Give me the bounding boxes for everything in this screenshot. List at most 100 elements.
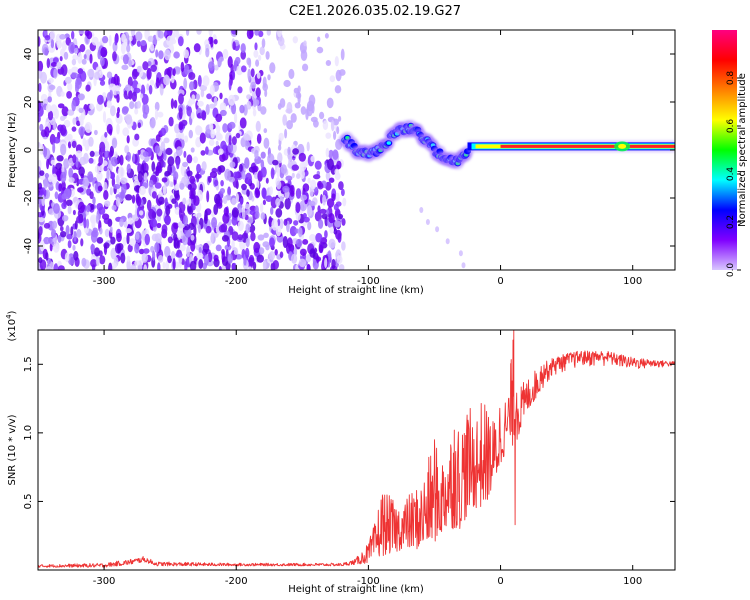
noise-cell	[66, 91, 72, 99]
noise-cell	[79, 117, 84, 126]
noise-cell	[151, 233, 159, 242]
noise-cell	[131, 194, 136, 204]
noise-cell	[78, 107, 84, 114]
noise-cell	[80, 238, 84, 247]
noise-cell	[156, 222, 162, 229]
noise-cell	[218, 266, 222, 270]
noise-cell	[90, 204, 95, 210]
noise-cell	[103, 217, 111, 225]
noise-cell	[213, 96, 218, 107]
noise-cell	[214, 179, 219, 187]
noise-cell	[98, 155, 103, 166]
noise-cell	[99, 80, 106, 86]
noise-cell	[338, 115, 342, 122]
noise-cell	[324, 33, 329, 39]
noise-cell	[254, 205, 259, 215]
noise-cell	[88, 136, 94, 147]
noise-cell	[341, 188, 345, 197]
noise-cell	[183, 215, 189, 227]
spectrogram-heatmap	[38, 30, 675, 270]
noise-cell	[208, 30, 213, 37]
noise-cell	[183, 150, 187, 158]
noise-cell	[317, 36, 321, 42]
noise-cell	[57, 103, 65, 109]
noise-cell	[195, 125, 202, 136]
noise-cell	[215, 113, 223, 123]
noise-cell	[131, 80, 139, 90]
y-tick-label: 0.5	[23, 493, 34, 509]
noise-cell	[154, 182, 162, 189]
snr-panel: -300 -200 -100 0 100 0.5 1.0 1.5 Height of str…	[5, 310, 676, 595]
noise-cell	[247, 216, 254, 224]
colorbar-ramp	[712, 30, 737, 270]
noise-cell	[157, 262, 161, 270]
noise-cell	[139, 93, 144, 99]
noise-cell	[220, 180, 224, 187]
noise-cell	[261, 187, 267, 199]
noise-cell	[71, 140, 77, 149]
noise-cell	[63, 158, 70, 170]
noise-cell	[209, 84, 215, 96]
noise-cell	[161, 224, 168, 234]
noise-cell	[265, 177, 269, 184]
noise-cell	[134, 133, 140, 141]
noise-cell	[129, 101, 135, 110]
noise-cell	[92, 196, 96, 205]
noise-cell	[109, 226, 113, 233]
noise-cell	[290, 113, 297, 123]
noise-cell	[258, 30, 264, 38]
snr-frame	[37, 329, 676, 571]
noise-cell	[44, 172, 50, 179]
noise-cell	[84, 30, 90, 37]
noise-cell	[278, 132, 284, 142]
noise-cell	[141, 93, 149, 105]
noise-cell	[340, 48, 345, 61]
noise-cell	[337, 213, 344, 220]
noise-cell	[164, 197, 168, 208]
noise-cell	[285, 108, 293, 114]
noise-cell	[128, 90, 133, 100]
noise-cell	[190, 147, 195, 153]
noise-cell	[155, 166, 160, 177]
noise-cell	[182, 197, 187, 205]
noise-cell	[125, 194, 133, 201]
y-tick-label: -40	[23, 238, 34, 254]
noise-cell	[255, 120, 261, 132]
noise-cell	[46, 58, 50, 69]
noise-cell	[306, 263, 311, 270]
noise-cell	[116, 174, 120, 185]
noise-cell	[87, 68, 95, 78]
noise-cell	[331, 258, 336, 270]
noise-cell	[144, 104, 150, 115]
noise-cell	[38, 217, 45, 223]
noise-cell	[124, 84, 132, 92]
noise-cell	[334, 172, 341, 180]
noise-cell	[198, 259, 204, 269]
noise-cell	[266, 30, 271, 36]
noise-cell	[90, 244, 96, 252]
noise-cell	[165, 260, 169, 270]
noise-cell	[109, 187, 113, 196]
noise-cell	[334, 220, 341, 228]
noise-cell	[71, 126, 77, 132]
noise-cell	[183, 173, 188, 186]
noise-cell	[138, 210, 144, 216]
noise-cell	[178, 207, 182, 219]
noise-cell	[246, 30, 254, 40]
noise-cell	[305, 108, 309, 121]
noise-cell	[319, 208, 327, 214]
noise-cell	[249, 257, 254, 263]
noise-cell	[135, 31, 143, 41]
noise-cell	[101, 160, 108, 167]
noise-cell	[219, 92, 223, 100]
noise-cell	[163, 74, 171, 86]
noise-cell	[250, 68, 255, 78]
noise-cell	[149, 117, 156, 129]
noise-cell	[112, 51, 117, 62]
x-tick-label: -100	[357, 276, 380, 287]
snr-y-label: SNR (10 * v/v)	[7, 414, 18, 485]
noise-cell	[56, 61, 62, 70]
noise-cell	[313, 174, 321, 180]
y-tick-label: 1.5	[23, 356, 34, 372]
noise-cell	[337, 232, 342, 243]
